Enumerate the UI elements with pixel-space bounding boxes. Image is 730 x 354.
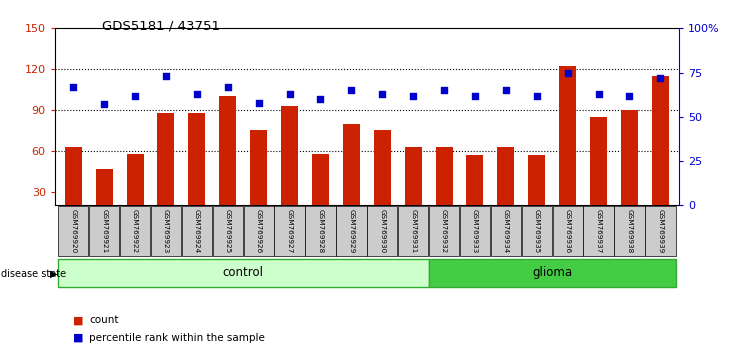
Text: disease state: disease state (1, 269, 66, 279)
Point (593, 91, 604, 97)
Bar (89, 206, 119, 256)
Text: GSM769939: GSM769939 (657, 209, 664, 253)
Point (531, 93, 542, 98)
Bar (58, 259, 429, 287)
Text: GSM769936: GSM769936 (565, 209, 571, 253)
Text: GSM769935: GSM769935 (534, 209, 539, 253)
Text: GSM769920: GSM769920 (70, 209, 77, 253)
Bar (398, 206, 429, 256)
Bar (305, 206, 336, 256)
Text: GSM769928: GSM769928 (318, 209, 323, 253)
Text: ■: ■ (73, 333, 83, 343)
Text: GSM769934: GSM769934 (503, 209, 509, 253)
Text: GSM769933: GSM769933 (472, 209, 478, 253)
Bar (374, 130, 391, 233)
Point (377, 91, 388, 97)
Text: GSM769921: GSM769921 (101, 209, 107, 253)
Bar (404, 147, 422, 233)
Text: GDS5181 / 43751: GDS5181 / 43751 (102, 19, 220, 33)
Point (129, 93, 141, 98)
Bar (367, 206, 397, 256)
Point (500, 87, 512, 93)
Text: GSM769937: GSM769937 (596, 209, 602, 253)
Text: GSM769924: GSM769924 (194, 209, 200, 253)
Bar (337, 206, 366, 256)
Point (623, 93, 635, 98)
Bar (436, 147, 453, 233)
Text: GSM769931: GSM769931 (410, 209, 416, 253)
Point (222, 84, 234, 90)
Text: GSM769925: GSM769925 (225, 209, 231, 253)
Bar (126, 154, 144, 233)
Bar (429, 206, 459, 256)
Bar (491, 206, 521, 256)
Bar (65, 147, 82, 233)
Text: control: control (223, 267, 264, 279)
Text: GSM769923: GSM769923 (163, 209, 169, 253)
Bar (559, 67, 576, 233)
Bar (244, 206, 274, 256)
Bar (429, 259, 676, 287)
Text: GSM769929: GSM769929 (348, 209, 354, 253)
Bar (96, 169, 112, 233)
Bar (281, 106, 298, 233)
Point (67, 84, 79, 90)
Bar (120, 206, 150, 256)
Text: ■: ■ (73, 315, 83, 325)
Bar (529, 155, 545, 233)
Bar (553, 206, 583, 256)
Point (191, 91, 203, 97)
Text: GSM769930: GSM769930 (380, 209, 385, 253)
Point (655, 75, 666, 81)
Bar (219, 96, 237, 233)
Bar (182, 206, 212, 256)
Bar (158, 113, 174, 233)
Bar (590, 117, 607, 233)
Bar (621, 110, 638, 233)
Text: GSM769926: GSM769926 (255, 209, 261, 253)
Bar (466, 155, 483, 233)
Bar (652, 76, 669, 233)
Point (438, 87, 450, 93)
Bar (645, 206, 675, 256)
Point (315, 96, 326, 102)
Bar (522, 206, 552, 256)
Bar (460, 206, 490, 256)
Bar (188, 113, 205, 233)
Bar (250, 130, 267, 233)
Text: GSM769938: GSM769938 (626, 209, 632, 253)
Text: GSM769927: GSM769927 (287, 209, 293, 253)
Text: GSM769932: GSM769932 (441, 209, 447, 253)
Bar (212, 206, 243, 256)
Text: count: count (89, 315, 118, 325)
Point (407, 93, 419, 98)
Point (469, 93, 481, 98)
Bar (274, 206, 304, 256)
Text: ▶: ▶ (50, 269, 57, 279)
Bar (497, 147, 515, 233)
Point (253, 100, 264, 105)
Point (99, 102, 110, 107)
Text: percentile rank within the sample: percentile rank within the sample (89, 333, 265, 343)
Bar (583, 206, 614, 256)
Point (284, 91, 296, 97)
Bar (312, 154, 329, 233)
Text: glioma: glioma (532, 267, 572, 279)
Text: GSM769922: GSM769922 (132, 209, 138, 253)
Bar (151, 206, 181, 256)
Bar (343, 124, 360, 233)
Bar (58, 206, 88, 256)
Bar (615, 206, 645, 256)
Point (345, 87, 357, 93)
Point (562, 70, 574, 75)
Point (160, 73, 172, 79)
